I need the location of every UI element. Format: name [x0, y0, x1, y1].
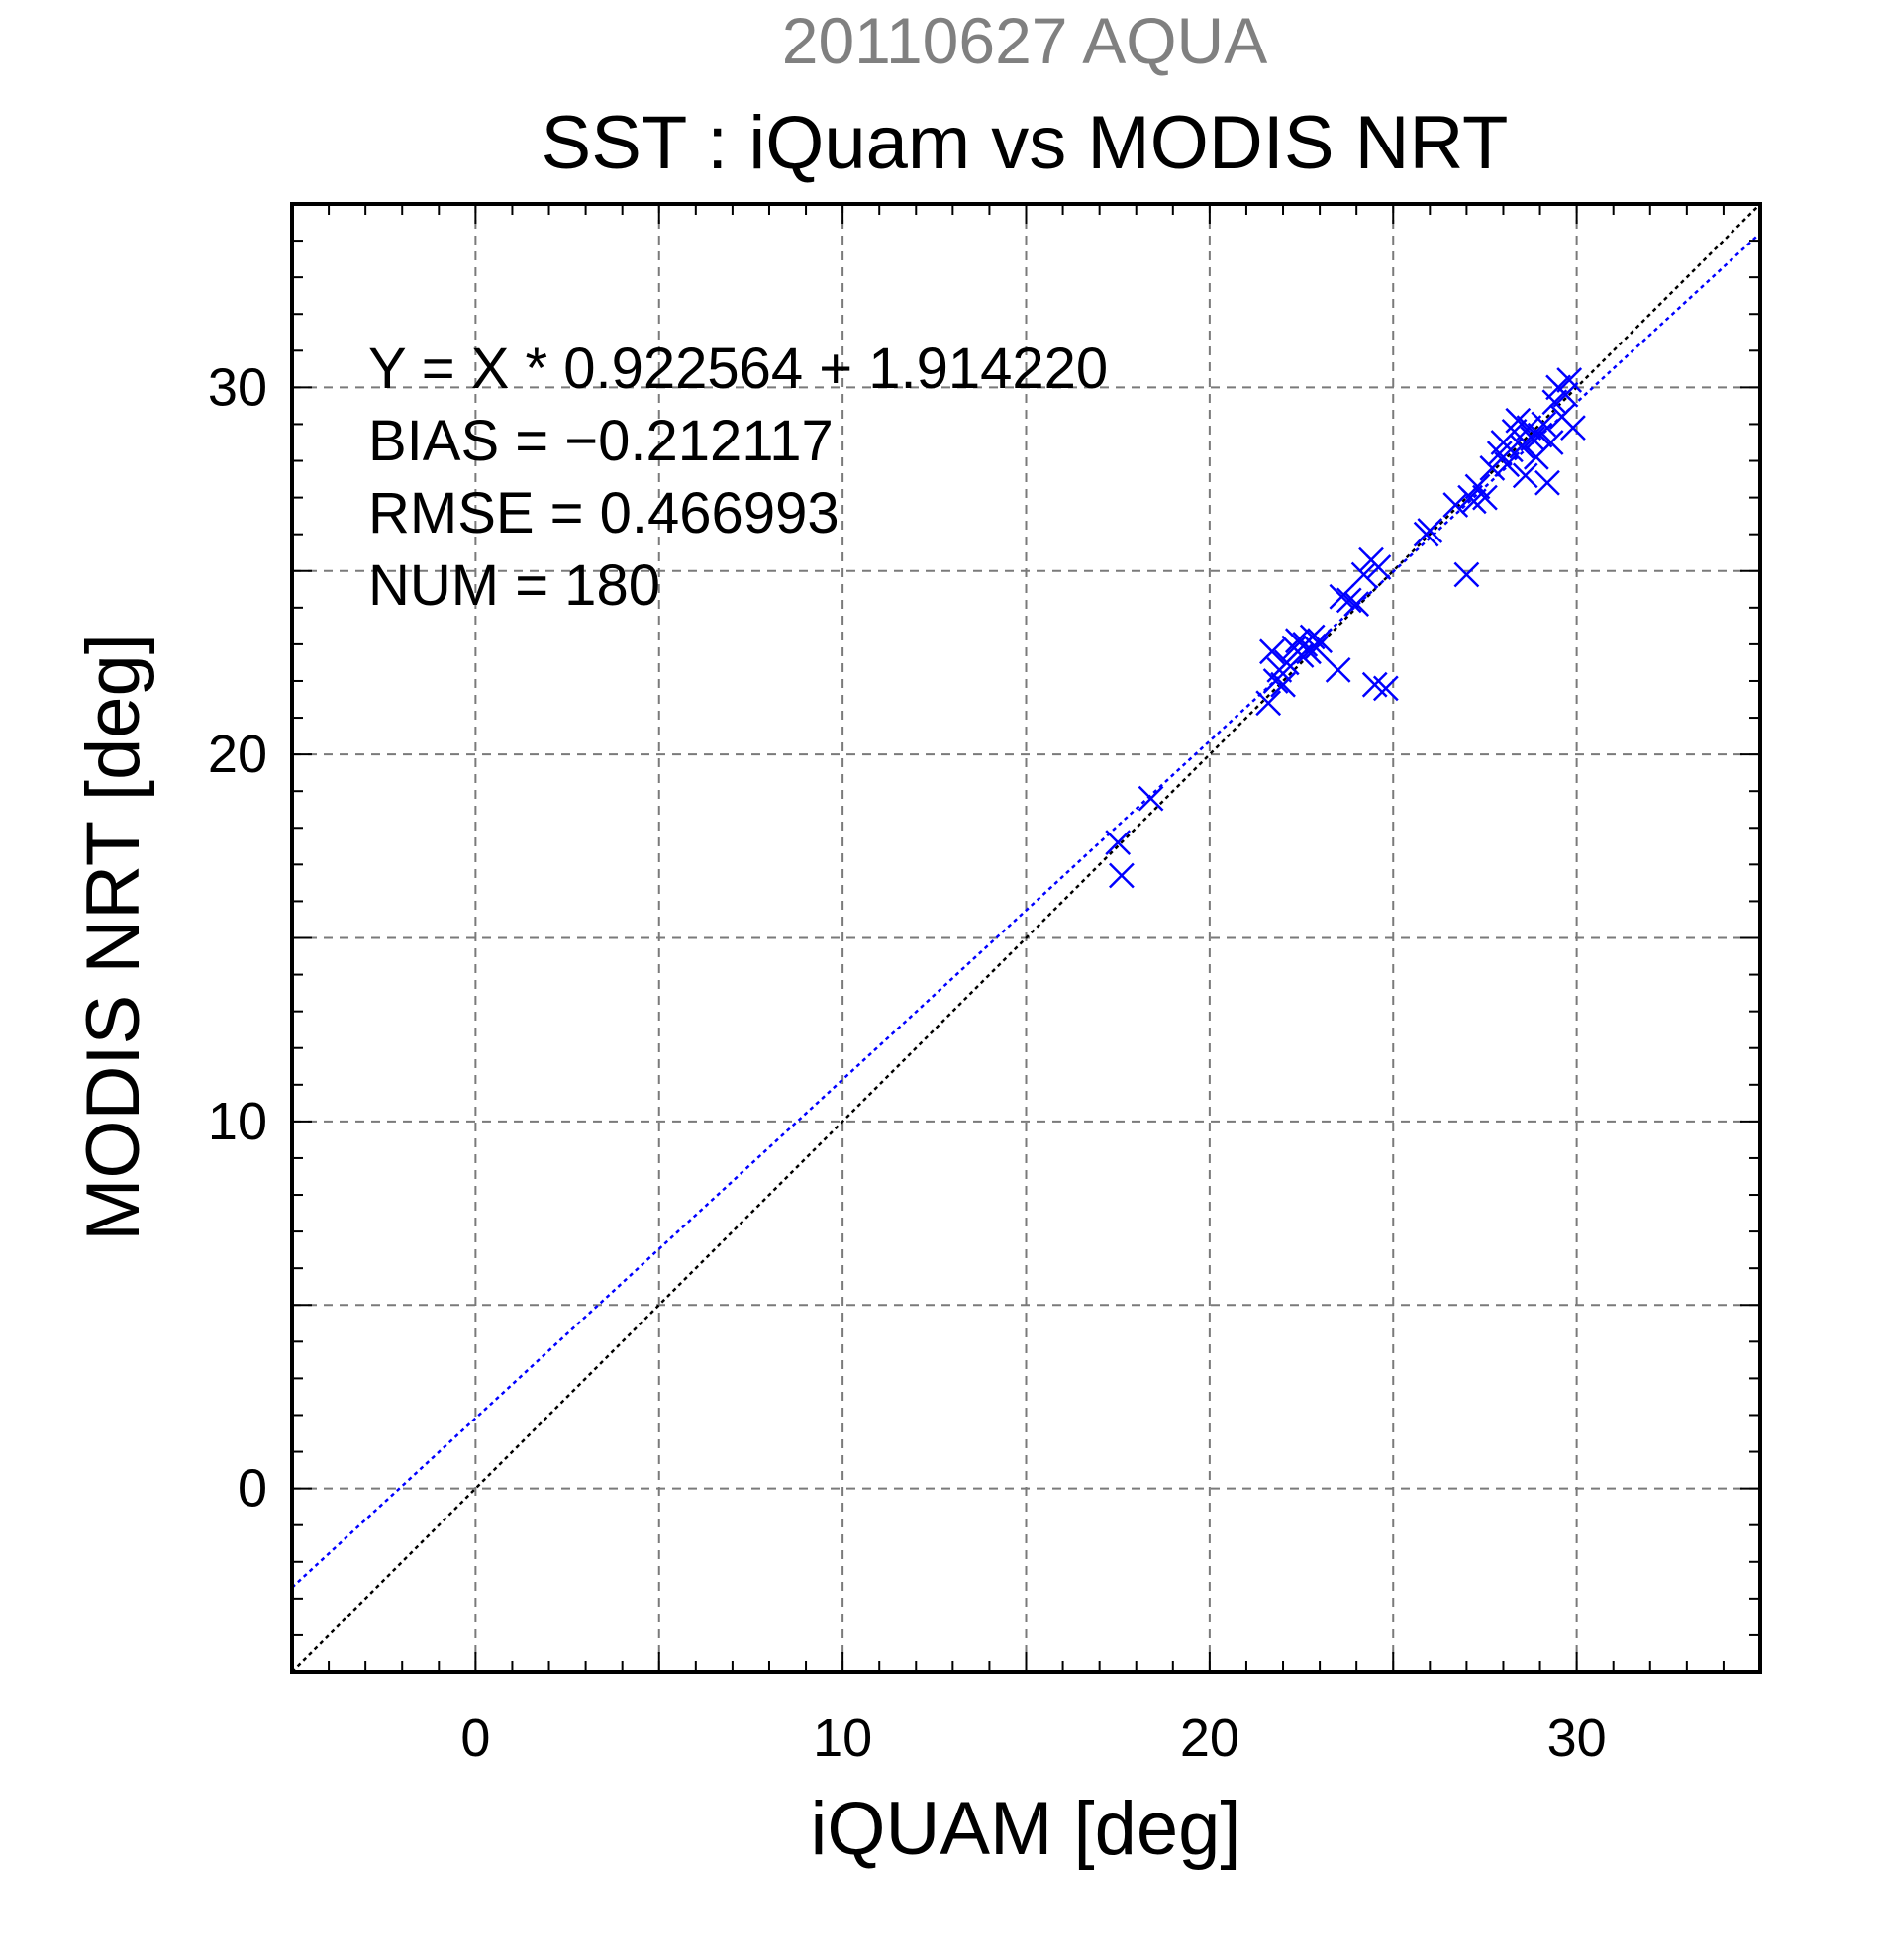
- data-point: [1453, 561, 1480, 588]
- stats-annotation: Y = X * 0.922564 + 1.914220 BIAS = −0.21…: [368, 337, 1108, 618]
- y-tick-label: 0: [238, 1459, 267, 1519]
- data-point: [1494, 451, 1521, 478]
- data-point: [1329, 583, 1355, 610]
- data-point: [1303, 635, 1330, 661]
- axis-ticks: [291, 203, 1761, 1673]
- x-tick-label: 30: [1547, 1709, 1607, 1768]
- x-tick-label: 20: [1180, 1709, 1239, 1768]
- data-point: [1325, 656, 1351, 683]
- data-point: [1350, 561, 1377, 588]
- chart-subtitle: SST : iQuam vs MODIS NRT: [542, 101, 1509, 185]
- data-point: [1259, 638, 1285, 665]
- reference-line-fit: [291, 232, 1761, 1589]
- data-point: [1531, 411, 1557, 438]
- data-point: [1372, 675, 1399, 702]
- tick-labels: 0 10 20 30 0 10 20 30: [208, 357, 1607, 1768]
- data-point: [1537, 430, 1564, 455]
- data-point: [1417, 518, 1443, 543]
- num-text: NUM = 180: [368, 553, 660, 618]
- data-point: [1105, 830, 1132, 855]
- data-points: [1105, 367, 1586, 889]
- data-point: [1534, 469, 1560, 496]
- reference-line-1:1: [291, 203, 1761, 1673]
- data-point: [1512, 462, 1538, 489]
- data-point: [1343, 591, 1370, 618]
- fit-equation-text: Y = X * 0.922564 + 1.914220: [368, 337, 1108, 401]
- data-point: [1138, 785, 1164, 812]
- rmse-text: RMSE = 0.466993: [368, 481, 840, 545]
- data-point: [1307, 628, 1333, 654]
- data-point: [1365, 554, 1392, 580]
- data-point: [1472, 484, 1498, 511]
- data-point: [1556, 367, 1583, 393]
- data-point: [1509, 433, 1534, 459]
- chart-title: 20110627 AQUA: [782, 4, 1268, 77]
- x-axis-label: iQUAM [deg]: [810, 1787, 1240, 1871]
- y-tick-label: 10: [208, 1092, 267, 1151]
- data-point: [1336, 587, 1362, 614]
- reference-lines: [291, 203, 1761, 1673]
- data-point: [1505, 407, 1532, 434]
- y-tick-label: 20: [208, 725, 267, 784]
- data-point: [1464, 473, 1491, 500]
- y-axis-label: MODIS NRT [deg]: [71, 634, 155, 1241]
- bias-text: BIAS = −0.212117: [368, 409, 834, 473]
- data-point: [1109, 862, 1135, 889]
- x-tick-label: 0: [460, 1709, 490, 1768]
- data-point: [1270, 671, 1296, 698]
- grid-layer: [292, 204, 1760, 1672]
- data-point: [1541, 389, 1568, 416]
- data-point: [1560, 415, 1586, 441]
- x-tick-label: 10: [813, 1709, 872, 1768]
- data-point: [1255, 690, 1282, 717]
- y-tick-label: 30: [208, 357, 267, 417]
- data-point: [1552, 381, 1579, 408]
